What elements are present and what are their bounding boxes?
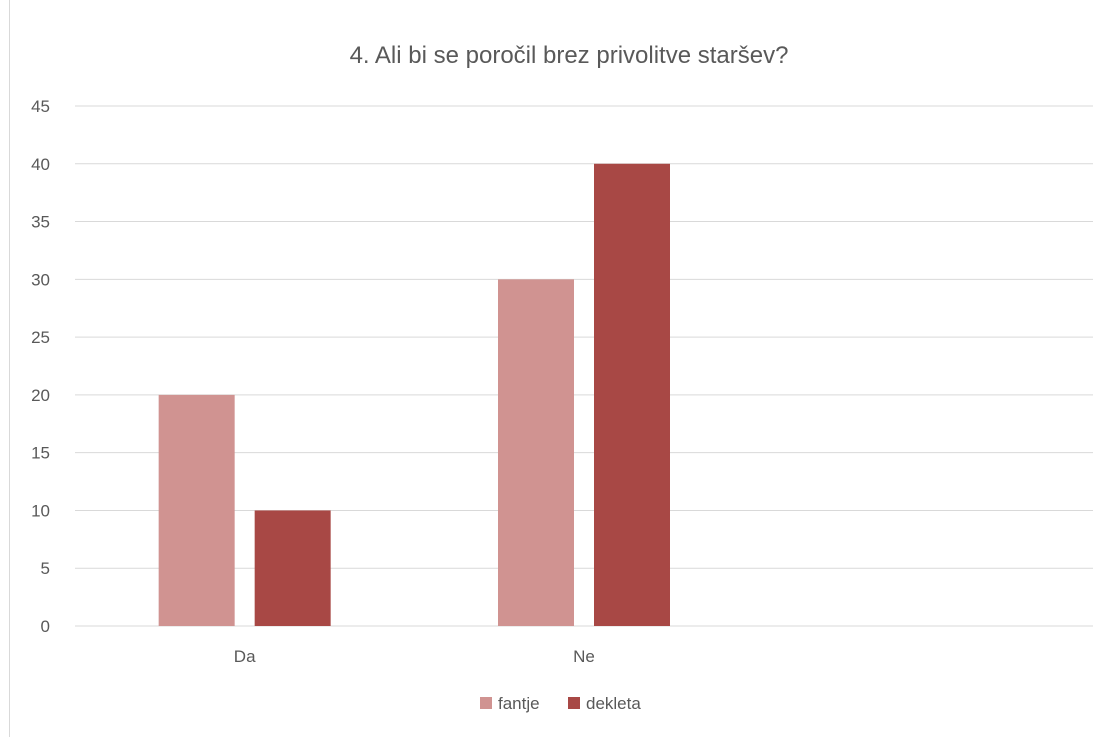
y-tick-label: 25 [31,328,50,347]
gridlines [75,105,1093,627]
y-tick-label: 0 [41,617,50,636]
legend-swatch [568,697,580,709]
legend-label: dekleta [586,694,641,713]
x-axis-tick-labels: Da Ne [234,647,595,666]
y-tick-label: 35 [31,213,50,232]
y-tick-label: 5 [41,559,50,578]
legend-label: fantje [498,694,540,713]
y-tick-label: 30 [31,270,50,289]
legend-swatch [480,697,492,709]
x-tick-label: Ne [573,647,595,666]
x-tick-label: Da [234,647,256,666]
legend-item-fantje: fantje [480,694,540,713]
chart-border [9,0,10,737]
y-axis-tick-labels: 0 5 10 15 20 25 30 35 40 45 [31,97,50,636]
y-tick-label: 45 [31,97,50,116]
y-tick-label: 40 [31,155,50,174]
legend-item-dekleta: dekleta [568,694,641,713]
chart-title: 4. Ali bi se poročil brez privolitve sta… [350,42,789,69]
y-tick-label: 20 [31,386,50,405]
bars [158,163,670,626]
y-tick-label: 15 [31,444,50,463]
bar-dekleta-ne [594,163,670,626]
bar-dekleta-da [254,510,331,626]
legend: fantje dekleta [480,694,641,713]
y-tick-label: 10 [31,501,50,520]
bar-fantje-ne [498,279,574,626]
bar-fantje-da [158,394,235,626]
